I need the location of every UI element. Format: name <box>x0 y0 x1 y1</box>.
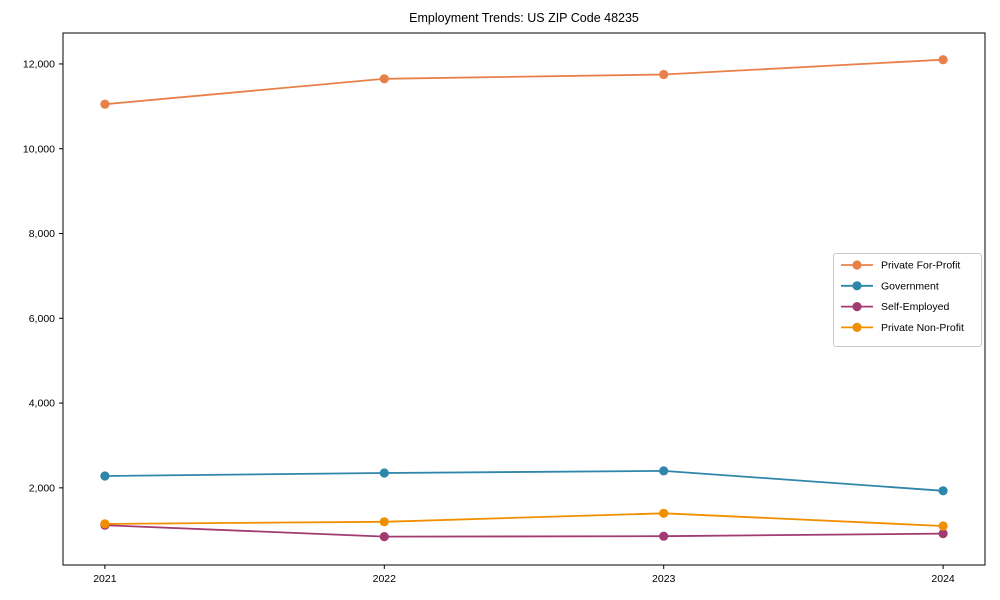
x-tick-label: 2022 <box>373 573 397 585</box>
data-point-marker <box>379 532 389 542</box>
legend-item: Self-Employed <box>841 301 949 313</box>
data-point-marker <box>100 519 110 529</box>
chart-title: Employment Trends: US ZIP Code 48235 <box>409 11 639 25</box>
y-tick-label: 12,000 <box>23 59 55 71</box>
legend-item: Private For-Profit <box>841 260 960 272</box>
legend-label: Private For-Profit <box>881 260 960 272</box>
legend-swatch-marker <box>852 281 862 291</box>
data-point-marker <box>379 74 389 84</box>
x-tick-label: 2023 <box>652 573 676 585</box>
data-point-marker <box>659 508 669 518</box>
x-tick-label: 2024 <box>931 573 955 585</box>
data-point-marker <box>379 468 389 478</box>
data-point-marker <box>379 517 389 527</box>
y-tick-label: 6,000 <box>29 313 55 325</box>
series-line-private-non-profit <box>104 512 944 527</box>
legend-swatch-marker <box>852 260 862 270</box>
data-point-marker <box>659 531 669 541</box>
legend-swatch-marker <box>852 302 862 312</box>
data-point-marker <box>100 471 110 481</box>
y-tick-label: 4,000 <box>29 398 55 410</box>
series-line-private-for-profit <box>104 58 944 106</box>
legend-item: Government <box>841 280 939 292</box>
y-tick-label: 10,000 <box>23 143 55 155</box>
plot-frame <box>62 32 986 566</box>
legend-label: Private Non-Profit <box>881 322 964 334</box>
series-line-self-employed <box>104 524 944 538</box>
legend-swatch-marker <box>852 322 862 332</box>
data-point-marker <box>100 99 110 109</box>
data-point-marker <box>659 466 669 476</box>
y-tick-label: 8,000 <box>29 228 55 240</box>
data-point-marker <box>659 69 669 80</box>
legend: Private For-Profit Government Self-Employe… <box>833 253 982 347</box>
data-point-marker <box>938 529 948 539</box>
y-tick-label: 2,000 <box>29 482 55 494</box>
x-tick-label: 2021 <box>93 573 117 585</box>
series-line-government <box>104 469 944 492</box>
data-point-marker <box>938 55 948 65</box>
data-point-marker <box>938 486 948 496</box>
data-point-marker <box>938 521 948 531</box>
legend-label: Self-Employed <box>881 301 949 313</box>
legend-box <box>833 253 982 347</box>
legend-label: Government <box>881 280 939 292</box>
legend-item: Private Non-Profit <box>841 322 964 334</box>
